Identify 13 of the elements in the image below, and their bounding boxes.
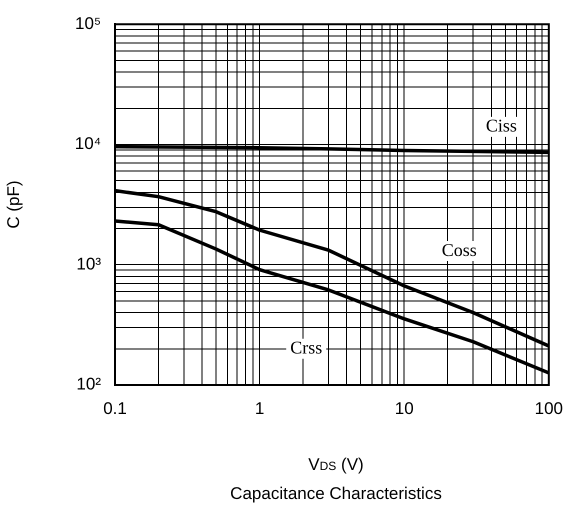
text: Capacitance Characteristics — [229, 484, 443, 504]
x-tick-label: 100 — [534, 398, 564, 418]
y-tick-label: 10² — [76, 374, 102, 394]
annotation: Ciss — [486, 116, 517, 136]
x-tick-label: 10 — [394, 398, 414, 418]
y-axis-title: C (pF) — [4, 180, 23, 229]
annotation: Coss — [442, 240, 477, 260]
x-tick-label: 1 — [254, 398, 264, 418]
x-tick-label: 0.1 — [103, 398, 127, 418]
y-tick-label: 10³ — [76, 254, 102, 274]
annotation: Crss — [290, 338, 322, 358]
y-tick-label: 10⁴ — [74, 134, 101, 154]
y-tick-label: 10⁵ — [75, 14, 101, 33]
